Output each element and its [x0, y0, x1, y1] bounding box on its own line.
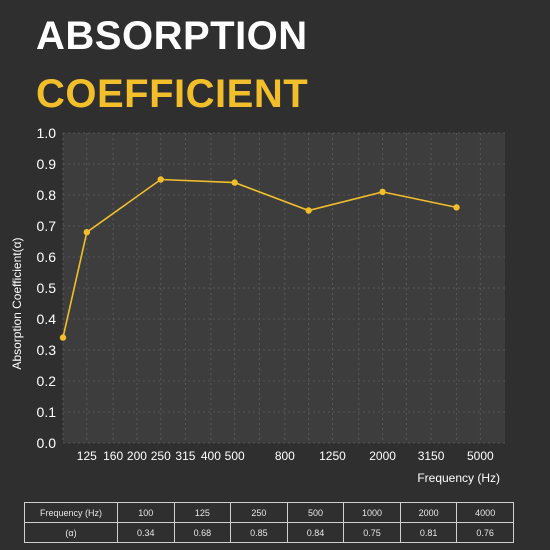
table-cell-frequency: 250: [230, 502, 288, 523]
table-cell-frequency: 500: [286, 502, 345, 523]
y-tick-label: 0.9: [37, 156, 57, 172]
y-tick-label: 0.5: [37, 280, 57, 296]
table-cell-frequency: 1000: [343, 502, 401, 523]
table-cell-frequency: 100: [117, 502, 175, 523]
x-tick-label: 400: [201, 449, 221, 463]
y-tick-label: 0.6: [37, 249, 57, 265]
x-tick-label: 500: [225, 449, 245, 463]
x-tick-label: 800: [275, 449, 295, 463]
x-tick-label: 125: [77, 449, 97, 463]
x-tick-label: 1250: [319, 449, 346, 463]
y-tick-label: 0.8: [37, 187, 57, 203]
data-point: [379, 188, 386, 196]
table-row-frequency: Frequency (Hz) 100 125 250 500 1000 2000…: [24, 502, 514, 523]
table-cell-frequency: 4000: [456, 502, 514, 523]
title-coefficient: COEFFICIENT: [36, 72, 309, 116]
x-tick-label: 250: [151, 449, 171, 463]
table-cell-coefficient: 0.76: [456, 522, 514, 543]
x-tick-label: 3150: [418, 449, 445, 463]
data-point: [231, 179, 238, 186]
data-point: [157, 176, 164, 183]
table-cell-coefficient: 0.81: [399, 522, 458, 543]
data-point: [59, 334, 67, 341]
y-tick-label: 0.2: [37, 373, 57, 389]
data-point: [305, 207, 312, 214]
y-tick-label: 0.1: [37, 404, 57, 420]
table-cell-coefficient: 0.85: [230, 522, 288, 543]
table-cell-frequency: 2000: [399, 502, 458, 523]
x-axis-label: Frequency (Hz): [417, 471, 500, 485]
y-tick-label: 0.0: [37, 435, 57, 451]
table-cell-coefficient: 0.75: [343, 522, 401, 543]
x-tick-label: 200: [127, 449, 147, 463]
x-tick-label: 5000: [467, 449, 494, 463]
table-row-header: Frequency (Hz): [24, 502, 118, 523]
coefficient-table: Frequency (Hz) 100 125 250 500 1000 2000…: [24, 502, 514, 543]
table-cell-coefficient: 0.34: [117, 522, 175, 543]
y-tick-label: 0.4: [37, 311, 57, 327]
y-tick-label: 0.7: [37, 218, 57, 234]
y-tick-label: 1.0: [37, 125, 57, 141]
x-tick-label: 2000: [369, 449, 396, 463]
absorption-chart: 0.0 0.1 0.2 0.3 0.4 0.5 0.6 0.7 0.8 0.9 1.0 125 160 2…: [10, 125, 505, 485]
table-row-coefficient: (α) 0.34 0.68 0.85 0.84 0.75 0.81 0.76: [24, 522, 514, 543]
data-point: [453, 204, 460, 211]
table-cell-coefficient: 0.84: [286, 522, 345, 543]
x-tick-label: 160: [103, 449, 123, 463]
y-tick-label: 0.3: [37, 342, 57, 358]
y-axis-label: Absorption Coefficient(α): [10, 237, 24, 369]
table-cell-frequency: 125: [173, 502, 232, 523]
table-cell-coefficient: 0.68: [173, 522, 232, 543]
table-row-header: (α): [24, 522, 118, 543]
data-point: [83, 229, 91, 236]
title-absorption: ABSORPTION: [36, 14, 308, 58]
x-tick-label: 315: [175, 449, 195, 463]
